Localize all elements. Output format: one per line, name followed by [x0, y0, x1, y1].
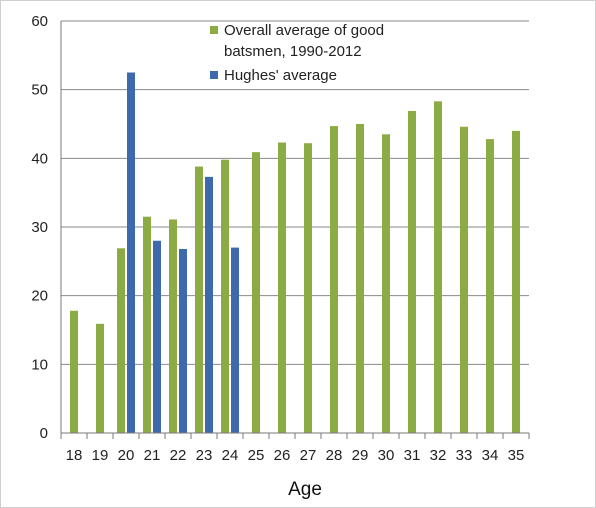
bar-overall-34	[486, 139, 494, 433]
x-tick-label: 27	[300, 447, 317, 464]
legend: Overall average of good batsmen, 1990-201…	[210, 22, 384, 84]
bar-hughes-23	[205, 176, 213, 433]
bar-overall-22	[169, 219, 177, 433]
bar-hughes-20	[127, 72, 135, 433]
bar-overall-20	[117, 248, 125, 433]
x-tick-label: 19	[92, 447, 109, 464]
y-tick-label: 10	[31, 356, 48, 373]
bar-overall-19	[96, 323, 104, 433]
y-tick-label: 50	[31, 82, 48, 99]
y-tick-label: 0	[40, 425, 48, 442]
bar-overall-31	[408, 110, 416, 433]
bars	[70, 72, 520, 434]
x-tick-label: 28	[326, 447, 343, 464]
x-tick-label: 29	[352, 447, 369, 464]
x-tick-label: 32	[430, 447, 447, 464]
x-tick-label: 22	[170, 447, 187, 464]
legend-swatch-1	[210, 71, 218, 79]
bar-overall-27	[304, 143, 312, 433]
bar-overall-24	[221, 159, 229, 433]
x-axis-title: Age	[288, 479, 322, 500]
bar-overall-23	[195, 166, 203, 433]
legend-label-1: Hughes' average	[224, 67, 337, 84]
y-tick-label: 60	[31, 13, 48, 30]
x-tick-label: 30	[378, 447, 395, 464]
x-tick-label: 18	[66, 447, 83, 464]
bar-overall-28	[330, 126, 338, 433]
x-tick-label: 34	[482, 447, 499, 464]
x-tick-label: 25	[248, 447, 265, 464]
x-tick-label: 21	[144, 447, 161, 464]
bar-overall-18	[70, 310, 78, 433]
bar-hughes-22	[179, 248, 187, 433]
x-tick-label: 33	[456, 447, 473, 464]
y-tick-label: 30	[31, 219, 48, 236]
x-tick-label: 31	[404, 447, 421, 464]
y-tick-labels: 0 10 20 30 40 50 60	[31, 13, 48, 442]
bar-overall-21	[143, 216, 151, 433]
legend-label-0: Overall average of good	[224, 22, 384, 39]
gridlines	[61, 20, 529, 365]
bar-overall-25	[252, 152, 260, 434]
x-tick-label: 20	[118, 447, 135, 464]
x-tick-label: 35	[508, 447, 525, 464]
bar-overall-30	[382, 134, 390, 434]
bar-overall-35	[512, 130, 520, 433]
legend-label-0: batsmen, 1990-2012	[224, 43, 362, 60]
bar-overall-33	[460, 126, 468, 433]
bar-overall-29	[356, 124, 364, 433]
legend-swatch-0	[210, 26, 218, 34]
x-tick-labels: 18 19 20 21 22 23 24 25 26 27 28 29 30 31 32 33 34 35	[66, 447, 525, 464]
bar-hughes-24	[231, 247, 239, 433]
bar-hughes-21	[153, 240, 161, 433]
x-tick-label: 26	[274, 447, 291, 464]
bar-overall-26	[278, 142, 286, 434]
y-tick-label: 40	[31, 150, 48, 167]
bar-overall-32	[434, 101, 442, 433]
axes	[60, 21, 530, 439]
x-tick-label: 24	[222, 447, 239, 464]
y-tick-label: 20	[31, 288, 48, 305]
x-tick-label: 23	[196, 447, 213, 464]
